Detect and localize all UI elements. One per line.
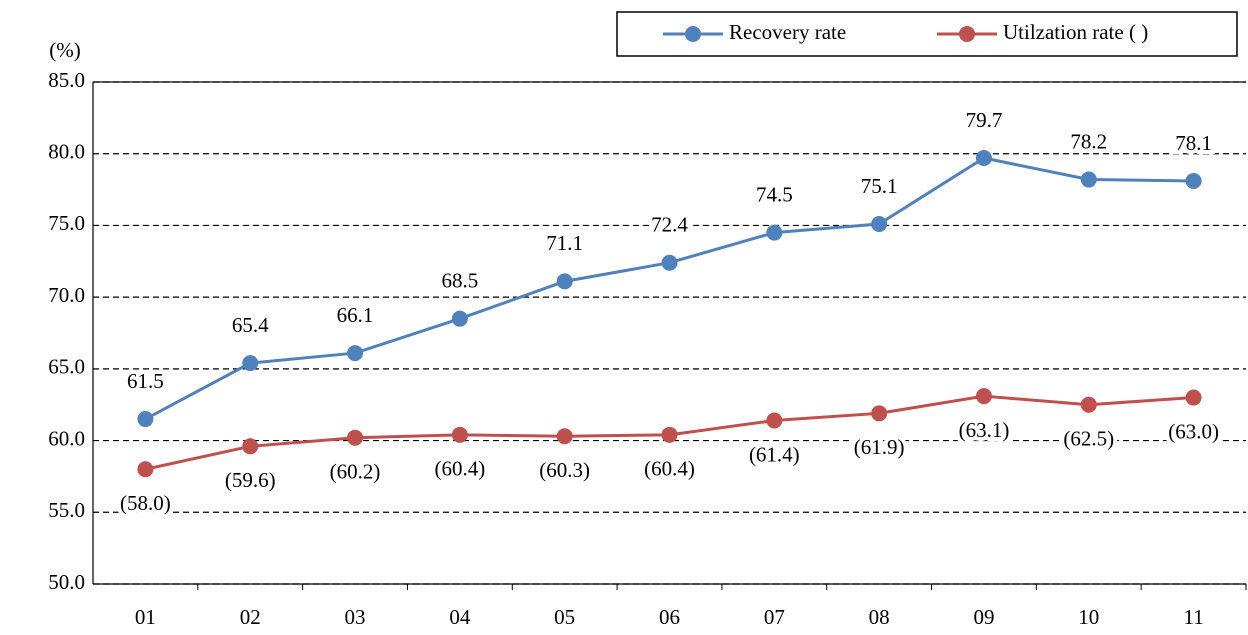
x-tick-label: 07 [764,605,785,629]
legend-marker [685,26,701,42]
y-tick-label: 80.0 [48,140,85,164]
legend-label: Utilzation rate ( ) [1003,20,1148,44]
data-point [451,426,468,443]
data-point [347,429,364,446]
y-tick-label: 55.0 [48,498,85,522]
data-point [242,438,259,455]
data-label: (59.6) [225,468,276,492]
data-label: 71.1 [546,231,583,255]
data-label: (60.4) [434,457,485,481]
x-tick-label: 11 [1183,605,1203,629]
data-label: 78.2 [1070,129,1107,153]
x-tick-label: 04 [449,605,471,629]
data-label: 74.5 [756,182,793,206]
legend-label: Recovery rate [729,20,846,44]
data-point [871,405,888,422]
y-tick-label: 50.0 [48,570,85,594]
data-label: (61.9) [854,435,905,459]
y-tick-label: 70.0 [48,283,85,307]
y-tick-label: 60.0 [48,426,85,450]
data-point [975,388,992,405]
data-label: (62.5) [1063,427,1114,451]
y-tick-label: 75.0 [48,211,85,235]
data-label: (60.2) [330,460,381,484]
data-label: (61.4) [749,442,800,466]
data-point [137,461,154,478]
x-tick-label: 10 [1078,605,1099,629]
data-point [975,150,992,167]
x-tick-label: 05 [554,605,575,629]
data-point [1185,172,1202,189]
data-label: 75.1 [861,174,898,198]
data-point [661,426,678,443]
data-label: 66.1 [337,303,374,327]
data-label: (63.0) [1168,419,1219,443]
x-tick-label: 02 [240,605,261,629]
data-point [137,411,154,428]
data-point [347,345,364,362]
data-point [242,355,259,372]
data-point [556,428,573,445]
data-label: 79.7 [966,108,1003,132]
y-tick-label: 65.0 [48,355,85,379]
data-point [661,254,678,271]
data-label: 68.5 [441,268,478,292]
data-label: (63.1) [959,418,1010,442]
data-point [1185,389,1202,406]
data-point [871,215,888,232]
data-label: 72.4 [651,213,688,237]
data-point [1080,171,1097,188]
data-point [451,310,468,327]
data-point [1080,396,1097,413]
y-axis-label: (%) [49,38,80,62]
x-tick-label: 09 [973,605,994,629]
data-label: (60.4) [644,457,695,481]
data-label: (60.3) [539,458,590,482]
data-label: 78.1 [1175,131,1212,155]
data-point [556,273,573,290]
data-point [766,412,783,429]
x-tick-label: 01 [135,605,156,629]
x-tick-label: 06 [659,605,680,629]
data-label: (58.0) [120,491,171,515]
data-label: 65.4 [232,313,269,337]
y-tick-label: 85.0 [48,68,85,92]
legend-marker [959,26,975,42]
data-point [766,224,783,241]
data-label: 61.5 [127,369,164,393]
x-tick-label: 03 [345,605,366,629]
x-tick-label: 08 [869,605,890,629]
